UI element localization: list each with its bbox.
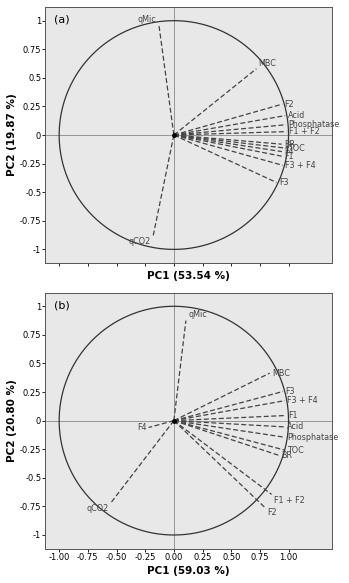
Text: qCO2: qCO2 xyxy=(129,237,151,246)
Text: qMic: qMic xyxy=(188,310,207,319)
Text: F1: F1 xyxy=(284,152,294,161)
Text: F3: F3 xyxy=(279,178,288,187)
Text: F3: F3 xyxy=(285,387,295,396)
Text: TOC: TOC xyxy=(287,445,304,455)
Text: Phosphatase: Phosphatase xyxy=(288,120,340,129)
Text: BR: BR xyxy=(284,140,295,149)
Text: F4: F4 xyxy=(284,147,294,156)
Text: F1: F1 xyxy=(288,411,298,420)
Text: BR: BR xyxy=(282,451,293,460)
X-axis label: PC1 (53.54 %): PC1 (53.54 %) xyxy=(147,272,230,282)
X-axis label: PC1 (59.03 %): PC1 (59.03 %) xyxy=(147,566,230,576)
Text: F1 + F2: F1 + F2 xyxy=(289,127,320,136)
Text: Acid: Acid xyxy=(287,423,304,431)
Text: MBC: MBC xyxy=(259,58,277,68)
Text: (b): (b) xyxy=(54,300,70,310)
Text: qCO2: qCO2 xyxy=(86,504,109,513)
Text: Phosphatase: Phosphatase xyxy=(287,433,338,442)
Text: Acid: Acid xyxy=(288,111,305,120)
Text: F4: F4 xyxy=(137,423,146,432)
Text: F3 + F4: F3 + F4 xyxy=(287,396,318,405)
Y-axis label: PC2 (20.80 %): PC2 (20.80 %) xyxy=(7,380,17,462)
Text: (a): (a) xyxy=(54,15,69,24)
Text: qMic: qMic xyxy=(138,15,157,24)
Text: F3 + F4: F3 + F4 xyxy=(285,161,316,170)
Y-axis label: PC2 (19.87 %): PC2 (19.87 %) xyxy=(7,94,17,177)
Text: F2: F2 xyxy=(267,508,277,518)
Text: MBC: MBC xyxy=(272,368,290,378)
Text: TOC: TOC xyxy=(288,143,305,153)
Text: F2: F2 xyxy=(284,100,294,108)
Text: F1 + F2: F1 + F2 xyxy=(274,496,305,504)
